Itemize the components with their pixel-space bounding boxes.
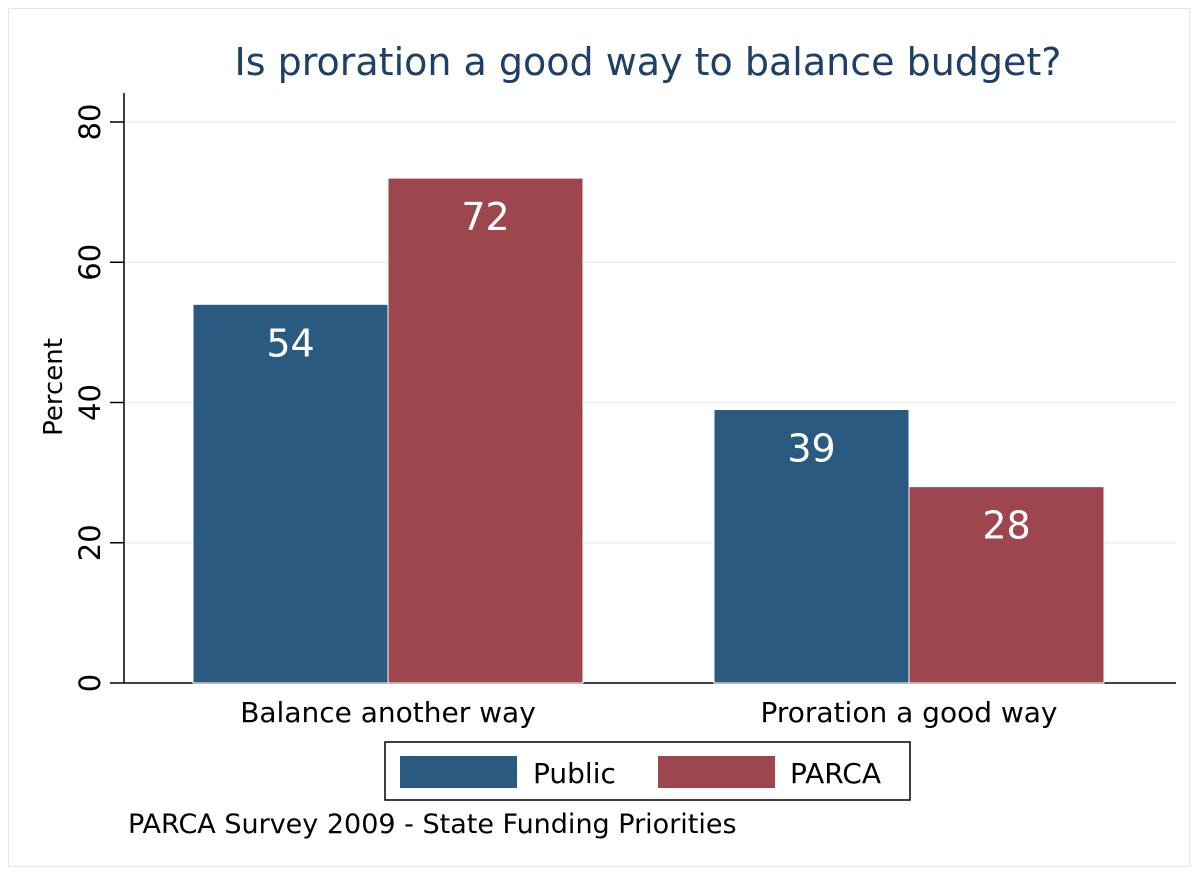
legend-swatch	[658, 756, 775, 788]
bar	[387, 177, 584, 684]
y-tick-label: 60	[73, 244, 107, 281]
x-category-label: Proration a good way	[760, 696, 1057, 729]
y-tick-label: 0	[73, 674, 107, 692]
legend-label: Public	[533, 757, 616, 790]
y-tick-label: 40	[73, 384, 107, 421]
bar	[192, 303, 389, 684]
legend-swatch	[400, 756, 517, 788]
chart-note: PARCA Survey 2009 - State Funding Priori…	[128, 809, 737, 840]
bar	[908, 486, 1105, 684]
plot-area: 0 20 40 60 80 54 72 Balance another way 39 28 Pror…	[73, 93, 1176, 801]
y-axis-label: Percent	[39, 338, 69, 436]
bar	[713, 409, 910, 684]
bar-value-label: 39	[787, 427, 835, 471]
x-category-label: Balance another way	[240, 696, 536, 729]
bar-value-label: 28	[982, 504, 1030, 548]
chart-title: Is proration a good way to balance budge…	[235, 40, 1062, 84]
y-tick-label: 20	[73, 524, 107, 561]
y-tick-label: 80	[73, 104, 107, 141]
bar-value-label: 54	[266, 321, 314, 365]
legend-label: PARCA	[790, 757, 881, 790]
bar-value-label: 72	[461, 195, 509, 239]
